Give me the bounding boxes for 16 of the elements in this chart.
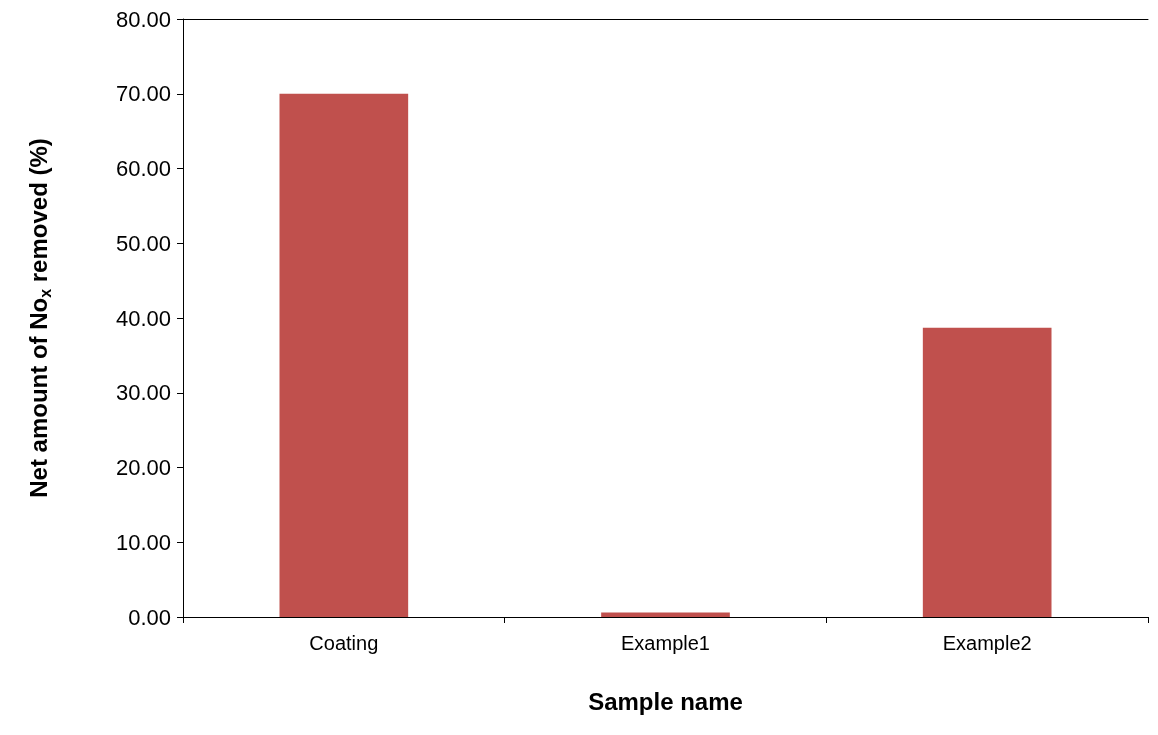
y-tick-label: 30.00 — [115, 380, 171, 406]
y-tick-label: 40.00 — [115, 305, 171, 331]
x-tick-label: Example1 — [621, 632, 710, 654]
bar — [279, 93, 409, 617]
bar — [922, 327, 1052, 617]
y-tick-label: 20.00 — [115, 455, 171, 480]
y-tick-label: 50.00 — [115, 230, 171, 256]
x-axis-title: Sample name — [588, 687, 743, 715]
y-tick-label: 0.00 — [128, 604, 171, 630]
y-tick-label: 10.00 — [115, 529, 171, 555]
y-tick-label: 70.00 — [115, 81, 171, 107]
x-tick-label: Example2 — [942, 632, 1032, 654]
y-tick-label: 60.00 — [115, 156, 171, 181]
y-axis-title: Net amount of Nox removed (%) — [24, 138, 54, 498]
x-tick-label: Coating — [309, 632, 379, 654]
y-tick-label: 80.00 — [115, 6, 171, 32]
